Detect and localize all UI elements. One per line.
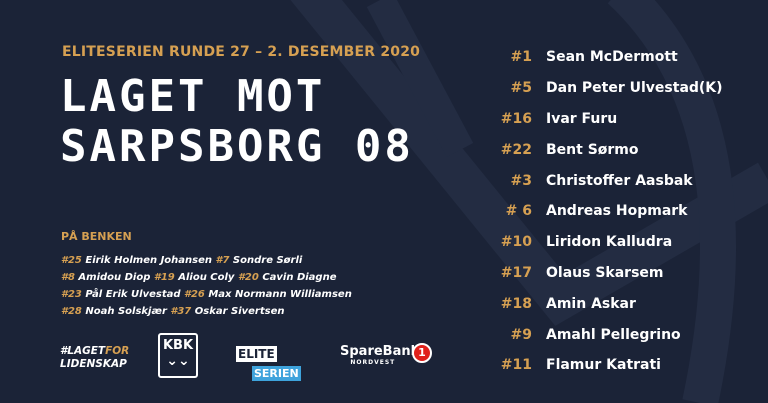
page-title: LAGET MOT SARPSBORG 08 — [60, 72, 414, 172]
sparebank-logo: SpareBank NORDVEST — [340, 344, 420, 366]
player-number: #11 — [500, 357, 532, 374]
player-number: #3 — [510, 172, 532, 189]
bench-number: #26 — [184, 289, 205, 300]
lineup-row: #5 Dan Peter Ulvestad(K) — [490, 73, 723, 104]
bench-player: Oskar Sivertsen — [194, 306, 285, 317]
lineup-row: #3 Christoffer Aasbak — [490, 165, 723, 196]
player-number: #5 — [510, 80, 532, 97]
bench-player: Noah Solskjær — [85, 306, 167, 317]
match-subtitle: ELITESERIEN RUNDE 27 – 2. DESEMBER 2020 — [62, 44, 421, 60]
bench-heading: PÅ BENKEN — [61, 230, 132, 243]
bench-line: #8 Amidou Diop #19 Aliou Coly #20 Cavin … — [61, 269, 352, 286]
bench-number: #37 — [170, 306, 192, 317]
player-name: Amin Askar — [546, 295, 636, 312]
bench-number: #20 — [237, 272, 259, 283]
player-number: #16 — [500, 110, 532, 127]
player-number: #22 — [500, 141, 532, 158]
title-line: SARPSBORG 08 — [60, 121, 414, 172]
player-name: Amahl Pellegrino — [546, 326, 681, 343]
bench-player: Eirik Holmen Johansen — [85, 255, 213, 266]
bench-number: #28 — [61, 306, 82, 317]
bench-player: Sondre Sørli — [232, 255, 303, 266]
player-number: #9 — [510, 326, 532, 343]
hashtag-logo: #LAGETFOR LIDENSKAP — [60, 345, 130, 370]
bench-player: Max Normann Williamsen — [208, 289, 352, 300]
lineup-list: #1 Sean McDermott #5 Dan Peter Ulvestad(K) #… — [490, 42, 723, 381]
bench-number: #23 — [61, 289, 82, 300]
player-name: Christoffer Aasbak — [546, 172, 693, 189]
player-name: Olaus Skarsem — [546, 264, 664, 281]
bench-list: #25 Eirik Holmen Johansen #7 Sondre Sørl… — [61, 252, 352, 320]
bench-player: Amidou Diop — [78, 272, 151, 283]
player-name: Flamur Katrati — [546, 357, 661, 374]
bench-line: #25 Eirik Holmen Johansen #7 Sondre Sørl… — [61, 252, 352, 269]
lineup-row: #1 Sean McDermott — [490, 42, 723, 73]
lineup-row: #11 Flamur Katrati — [490, 350, 723, 381]
player-name: Ivar Furu — [546, 110, 618, 127]
bench-player: Aliou Coly — [178, 272, 235, 283]
player-number: #1 — [510, 49, 532, 66]
player-number: #18 — [500, 295, 532, 312]
player-name: Dan Peter Ulvestad(K) — [546, 80, 723, 97]
lineup-row: #9 Amahl Pellegrino — [490, 319, 723, 350]
player-number: # 6 — [505, 203, 532, 220]
player-name: Sean McDermott — [546, 49, 678, 66]
player-name: Bent Sørmo — [546, 141, 639, 158]
lineup-row: #17 Olaus Skarsem — [490, 258, 723, 289]
bench-player: Pål Erik Ulvestad — [85, 289, 181, 300]
bench-line: #23 Pål Erik Ulvestad #26 Max Normann Wi… — [61, 286, 352, 303]
bench-line: #28 Noah Solskjær #37 Oskar Sivertsen — [61, 303, 352, 320]
lineup-row: #16 Ivar Furu — [490, 104, 723, 135]
lineup-row: #18 Amin Askar — [490, 288, 723, 319]
lineup-row: #10 Liridon Kalludra — [490, 227, 723, 258]
player-name: Andreas Hopmark — [546, 203, 688, 220]
player-name: Liridon Kalludra — [546, 234, 673, 251]
lineup-row: # 6 Andreas Hopmark — [490, 196, 723, 227]
kbk-logo: KBK ⌄⌄ — [158, 333, 198, 378]
bench-number: #19 — [153, 272, 175, 283]
bench-player: Cavin Diagne — [262, 272, 337, 283]
bench-number: #7 — [215, 255, 230, 266]
bench-number: #8 — [61, 272, 75, 283]
bench-number: #25 — [61, 255, 82, 266]
title-line: LAGET MOT — [60, 71, 326, 122]
player-number: #10 — [500, 234, 532, 251]
lineup-row: #22 Bent Sørmo — [490, 134, 723, 165]
eliteserien-logo: ELITE SERIEN — [236, 346, 301, 381]
sparebank-1-badge: 1 — [412, 343, 432, 363]
player-number: #17 — [500, 264, 532, 281]
